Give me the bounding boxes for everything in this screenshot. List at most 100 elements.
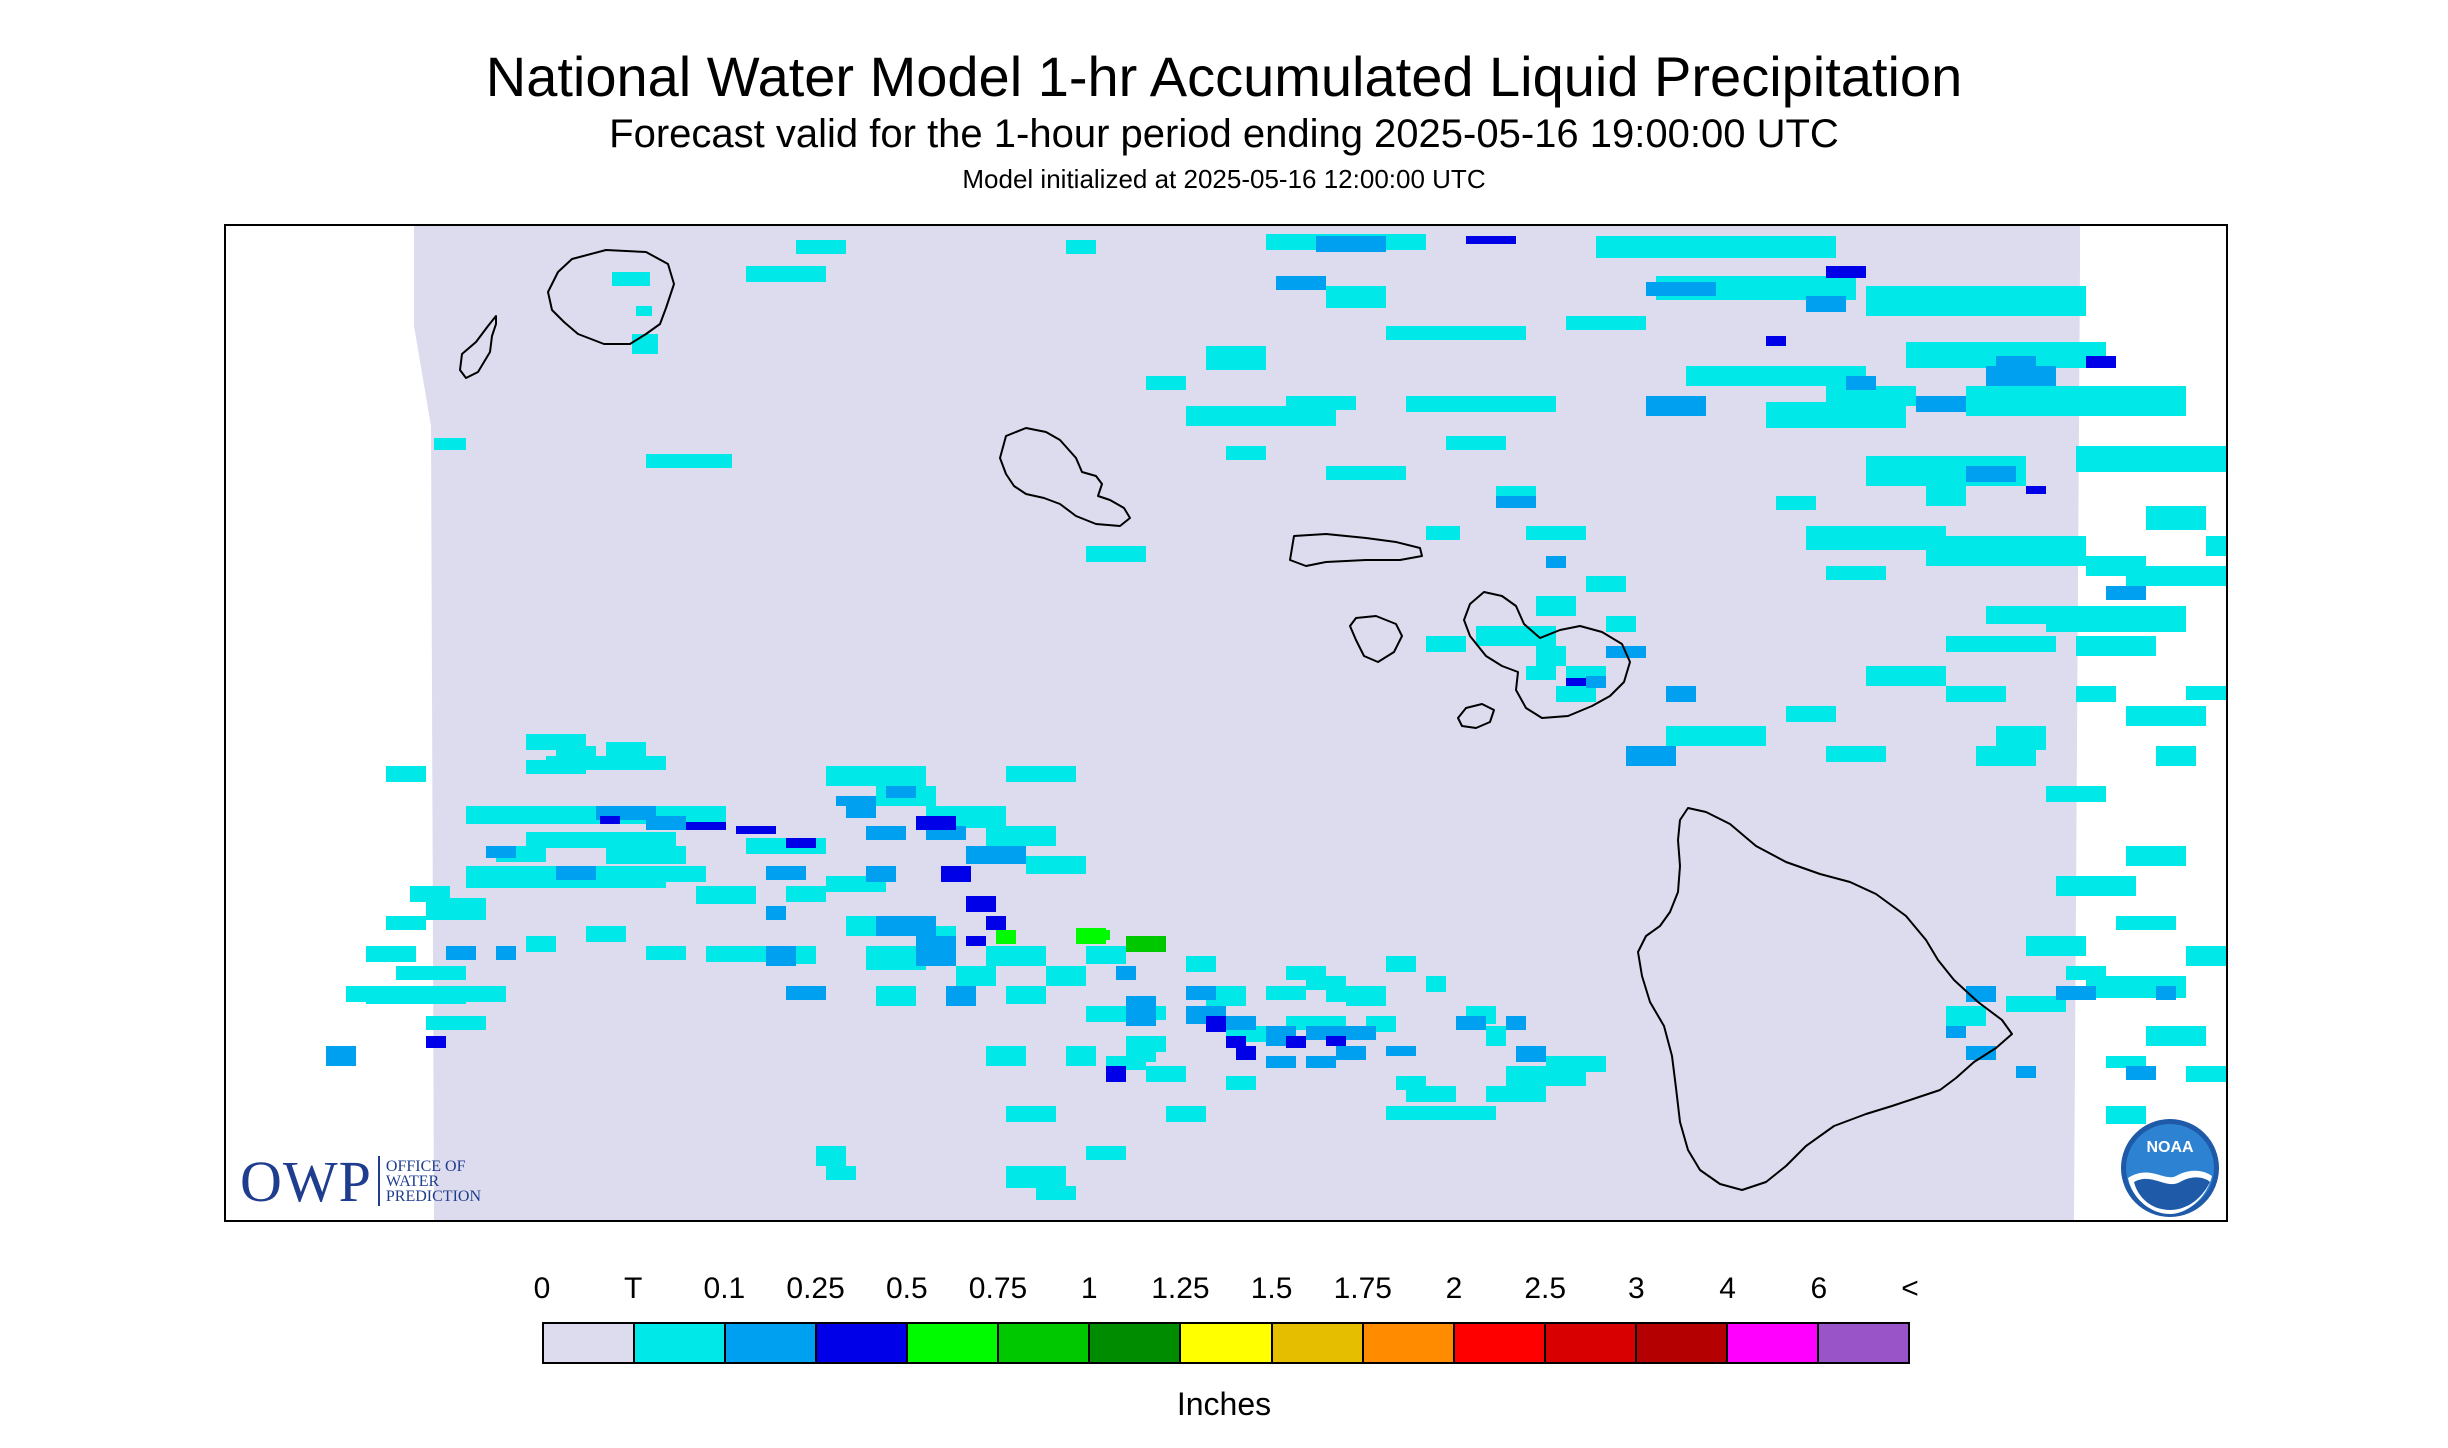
precip-trace-cell [1226,1076,1256,1090]
legend-tick-label: 1 [1080,1272,1098,1305]
precip-trace-cell [1006,766,1076,782]
precip-trace-cell [1926,486,1966,506]
precip-light-cell [1126,996,1156,1026]
precip-trace-cell [1946,1006,1986,1026]
precip-trace-cell [1396,1076,1426,1090]
precip-trace-cell [366,986,466,1004]
precip-trace-cell [1866,286,2086,316]
precip-light-cell [1846,376,1876,390]
precip-moderate-cell [916,816,956,830]
precip-light-cell [1966,1046,1996,1060]
precip-trace-cell [1566,316,1646,330]
precip-heavy-cell [1126,936,1166,952]
precip-light-cell [786,986,826,1000]
precip-trace-cell [426,1016,486,1030]
precip-trace-cell [426,898,486,920]
precip-trace-cell [2156,746,2196,766]
precip-trace-cell [1006,1166,1066,1188]
precip-trace-cell [1666,726,1766,746]
legend-tick-label: T [624,1272,643,1305]
precip-trace-cell [2006,996,2066,1012]
precip-trace-cell [746,266,826,282]
precip-moderate-cell [1466,236,1516,244]
model-init-time: Model initialized at 2025-05-16 12:00:00… [962,164,1486,194]
precip-trace-cell [1786,706,1836,722]
precip-light-cell [1386,1046,1416,1056]
precip-trace-cell [1326,286,1386,308]
precip-moderate-cell [1206,1016,1226,1032]
precip-trace-cell [366,946,416,962]
precip-trace-cell [1446,436,1506,450]
legend-swatch [635,1324,727,1362]
precipitation-field [326,234,2226,1200]
legend-tick-label: 3 [1628,1272,1645,1305]
precip-trace-cell [646,454,732,468]
precip-light-cell [1966,466,2016,482]
precip-trace-cell [956,966,996,986]
legend-swatch [1181,1324,1273,1362]
legend-swatch [1090,1324,1182,1362]
precip-trace-cell [1426,636,1466,652]
precip-trace-cell [646,946,686,960]
precip-moderate-cell [941,866,971,882]
precip-trace-cell [1606,616,1636,632]
precip-moderate-cell [1106,1066,1126,1082]
precip-trace-cell [1026,856,1086,874]
precip-moderate-cell [2086,356,2116,368]
precip-light-cell [1946,1026,1966,1038]
precip-light-cell [2106,586,2146,600]
legend-tick-label: 1.5 [1250,1272,1293,1305]
precip-trace-cell [1966,386,2186,416]
precip-light-cell [496,946,516,960]
precip-trace-cell [1526,666,1556,680]
precip-trace-cell [826,766,926,786]
island-niihau [459,315,497,379]
precip-light-cell [1266,1056,1296,1068]
precip-trace-cell [1286,396,1356,410]
precip-trace-cell [1486,1086,1546,1102]
legend-tick-label: 1.75 [1333,1272,1392,1305]
precip-trace-cell [1596,236,1836,258]
precip-trace-cell [386,916,426,930]
precip-moderate-cell [736,826,776,834]
precip-moderate-cell [600,816,620,824]
precip-light-cell [1986,366,2056,386]
precip-trace-cell [986,826,1056,846]
precip-light-cell [2126,1066,2156,1080]
precip-light-cell [1646,282,1716,296]
precip-trace-cell [2076,446,2226,472]
legend-swatch [1272,1324,1364,1362]
precipitation-map: OWP OFFICE OF WATER PREDICTION NOAA [224,224,2228,1222]
precip-trace-cell [386,766,426,782]
precip-trace-cell [2116,916,2176,930]
precip-trace-cell [1556,686,1596,702]
precip-light-cell [1496,496,1536,508]
precip-trace-cell [1386,1106,1486,1120]
precip-trace-cell [1086,1006,1136,1022]
precip-trace-cell [1006,986,1046,1004]
precip-trace-cell [1146,1066,1186,1082]
precip-trace-cell [2076,636,2156,656]
coastlines [459,249,2013,1191]
precip-trace-cell [1166,1106,1206,1122]
precip-trace-cell [826,1166,856,1180]
precip-trace-cell [1766,402,1906,428]
precip-light-cell [1116,966,1136,980]
precip-trace-cell [1406,396,1556,412]
precip-trace-cell [1006,1106,1056,1122]
precip-light-cell [1516,1046,1546,1062]
precip-trace-cell [2206,536,2226,556]
precip-trace-cell [1946,686,2006,702]
precip-trace-cell [1146,376,1186,390]
precip-trace-cell [1426,976,1446,992]
owp-logo-text: OWP [240,1148,372,1214]
precip-trace-cell [2046,786,2106,802]
legend-tick-labels: 0 T 0.1 0.25 0.5 0.75 1 1.25 1.5 1.75 2 2.5 3 4 6 < [0,1272,2448,1312]
precip-trace-cell [706,946,766,962]
island-kauai [547,249,675,345]
legend-colorbar [542,1322,1910,1364]
precip-moderate-cell [986,916,1006,930]
precip-trace-cell [1776,496,1816,510]
noaa-logo-text: NOAA [2146,1139,2194,1156]
precip-trace-cell [586,926,626,942]
